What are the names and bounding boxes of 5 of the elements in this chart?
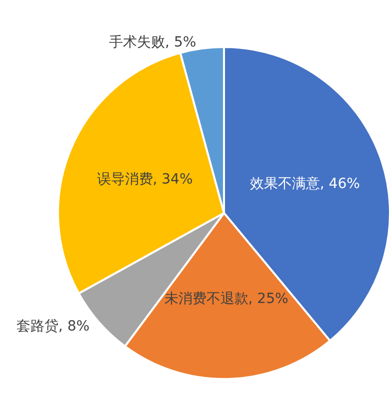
slice-label: 手术失败, 5%: [109, 34, 196, 51]
slice-label: 未消费不退款, 25%: [164, 290, 288, 307]
slice-label: 误导消费, 34%: [96, 172, 193, 188]
slice-label: 套路贷, 8%: [16, 318, 90, 334]
slice-label: 效果不满意, 46%: [250, 176, 360, 192]
